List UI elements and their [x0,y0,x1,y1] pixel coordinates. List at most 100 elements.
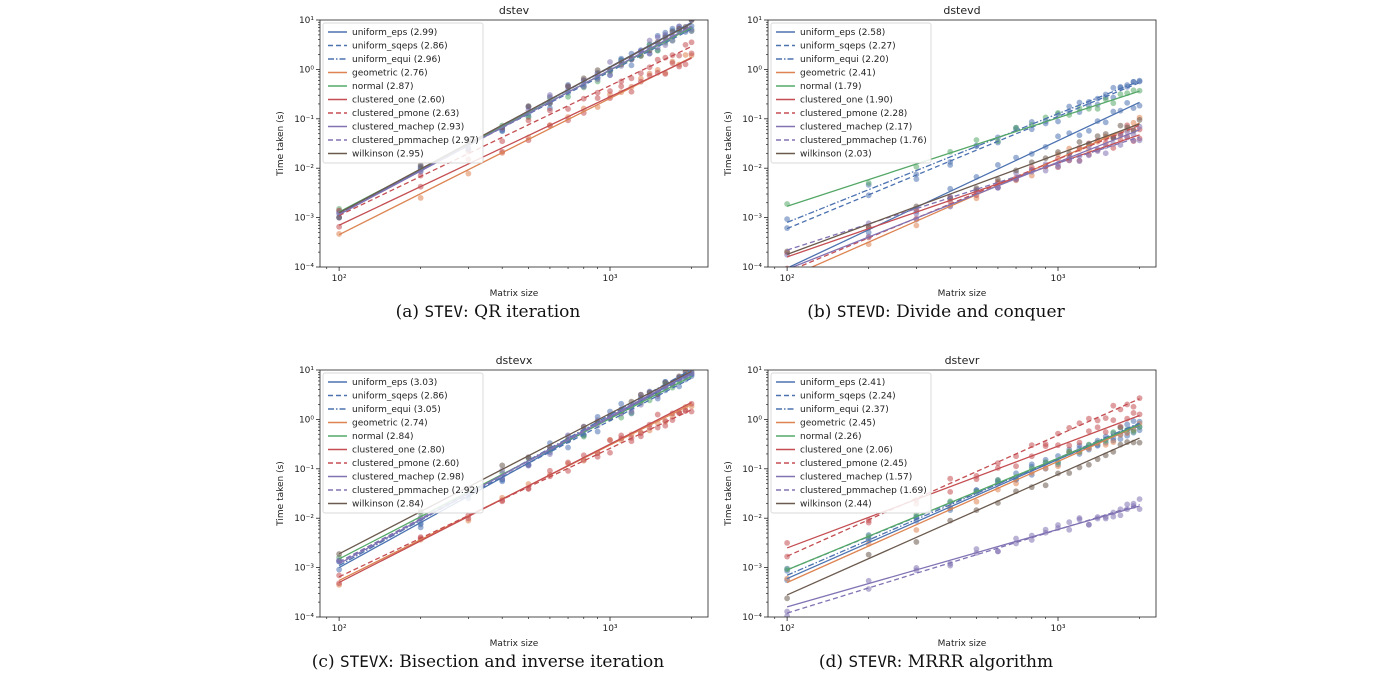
data-point-clustered_machep [669,37,676,44]
data-point-clustered_one [654,411,661,418]
y-tick-label: 10⁻² [294,164,314,174]
data-point-uniform_eps [1124,99,1131,106]
legend-box [770,372,932,514]
data-point-clustered_pmmachep [1013,535,1019,542]
legend-entry: normal (1.79) [800,82,861,92]
data-point-clustered_machep [607,72,613,78]
caption-text: : Bisection and inverse iteration [388,652,665,672]
chart-title: dstevx [496,354,533,367]
legend-entry: normal (2.87) [352,82,413,92]
legend-entry: wilkinson (2.84) [352,500,424,510]
data-point-clustered_pmone [1094,417,1101,424]
fit-line-clustered_machep [791,129,1140,267]
data-point-clustered_pmmachep [865,586,872,592]
data-point-clustered_one [1130,410,1137,416]
data-point-clustered_pmmachep [1136,137,1143,144]
data-point-clustered_pmone [1028,442,1035,449]
data-point-uniform_sqeps [565,444,571,451]
y-tick-label: 10⁻¹ [742,115,762,125]
plot-frame [767,369,1157,618]
data-point-uniform_sqeps [913,176,920,183]
data-point-normal [1117,91,1124,98]
fit-line-normal [786,90,1140,207]
y-tick-label: 10¹ [747,16,762,26]
fit-line-clustered_machep [338,25,692,216]
y-axis-label: Time taken (s) [276,111,286,177]
data-point-uniform_equi [1076,99,1083,106]
data-point-clustered_pmone [1066,424,1073,431]
data-point-clustered_pmmachep [1136,496,1143,503]
data-point-wilkinson [1076,139,1083,145]
y-tick-label: 10⁰ [747,65,762,75]
legend-entry: clustered_pmone (2.28) [800,109,907,119]
legend-entry: clustered_pmone (2.63) [352,109,459,119]
data-point-wilkinson [865,551,872,558]
data-point-clustered_pmone [1130,403,1137,410]
y-tick-label: 10⁻² [742,164,762,174]
legend-entry: clustered_one (2.06) [800,446,893,456]
x-tick-label: 10³ [602,274,617,284]
data-point-wilkinson [336,551,343,557]
data-point-clustered_pmmachep [1085,521,1092,528]
data-point-clustered_pmone [607,449,613,456]
legend-entry: clustered_one (1.90) [800,96,893,106]
x-axis-label: Matrix size [490,289,539,299]
data-point-wilkinson [995,176,1001,183]
x-tick-label: 10² [780,274,795,284]
data-point-clustered_one [662,71,669,77]
data-point-normal [1130,428,1137,435]
chart-panel-dstevx: dstevx Matrix size Time taken (s) 10² 10³ 10⁻… [258,350,718,680]
data-point-normal [913,163,920,170]
data-point-wilkinson [1042,482,1049,489]
legend-entry: geometric (2.76) [352,69,428,79]
legend-entry: uniform_equi (2.20) [800,55,889,65]
data-point-clustered_one [607,437,613,444]
data-point-clustered_pmone [1110,402,1117,409]
data-point-clustered_one [565,459,571,466]
data-point-clustered_pmmachep [654,34,661,41]
data-point-clustered_pmmachep [1102,150,1109,157]
legend-entry: clustered_one (2.60) [352,96,445,106]
data-point-clustered_pmmachep [947,562,954,569]
data-point-uniform_eps [1076,132,1083,139]
chart-title: dstevd [943,4,980,17]
legend-entry: normal (2.26) [800,432,861,442]
caption-prefix: (b) [807,302,837,322]
chart-panel-dstevr: dstevr Matrix size Time taken (s) 10² 10³ 10⁻… [706,350,1166,680]
fit-line-clustered_pmmachep [338,373,692,563]
data-point-clustered_pmone [628,75,635,82]
plot-frame [767,19,1157,268]
data-point-clustered_pmone [499,138,506,145]
data-point-uniform_eps [1110,108,1117,115]
fit-line-wilkinson [338,22,692,214]
data-point-clustered_one [547,467,553,474]
data-point-clustered_pmone [688,39,695,46]
chart-title: dstev [499,4,530,17]
data-point-wilkinson [336,214,343,221]
legend-entry: clustered_machep (2.98) [352,473,464,483]
caption-text: : MRRR algorithm [896,652,1054,672]
legend-entry: uniform_sqeps (2.86) [352,392,448,402]
data-point-clustered_pmmachep [1130,500,1137,507]
x-axis-label: Matrix size [938,289,987,299]
legend-entry: clustered_pmmachep (2.97) [352,136,479,146]
data-point-wilkinson [913,539,920,545]
legend-entry: geometric (2.41) [800,69,876,79]
data-point-uniform_equi [1130,418,1137,424]
y-tick-label: 10⁰ [299,65,314,75]
data-point-normal [1130,87,1137,94]
fit-line-uniform_equi [786,80,1140,223]
data-point-clustered_machep [1110,513,1117,520]
data-point-wilkinson [1085,461,1092,468]
data-point-wilkinson [1136,117,1143,123]
y-tick-label: 10⁻³ [294,564,314,574]
data-point-uniform_sqeps [628,62,635,69]
y-tick-label: 10⁻⁴ [294,613,314,623]
data-point-uniform_eps [336,566,343,573]
data-point-clustered_pmone [547,107,553,114]
y-tick-label: 10¹ [747,366,762,376]
data-point-wilkinson [1117,122,1124,129]
data-point-clustered_pmone [1102,415,1109,421]
data-point-clustered_pmone [682,41,689,48]
legend-entry: geometric (2.45) [800,419,876,429]
